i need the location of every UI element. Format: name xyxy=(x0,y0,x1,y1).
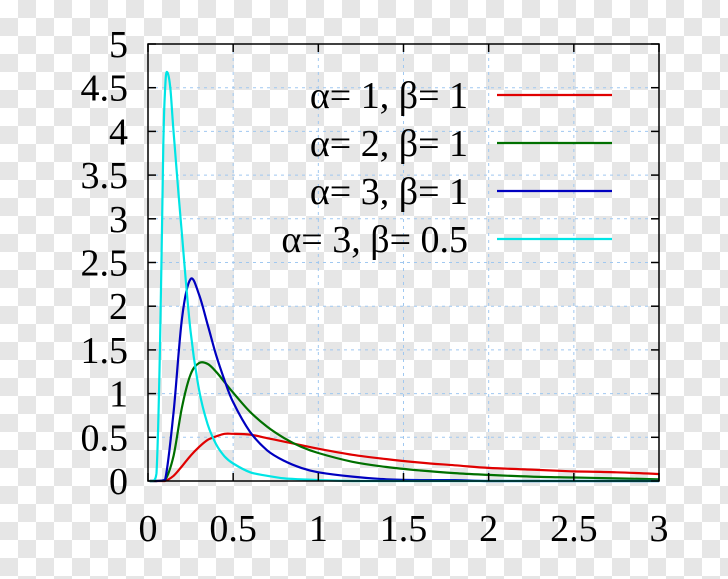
series-line-1 xyxy=(149,432,660,483)
legend-label: α= 3, β= 1 xyxy=(310,171,468,213)
legend-label: α= 2, β= 1 xyxy=(310,123,468,165)
legend: α= 1, β= 1 α= 2, β= 1 α= 3, β= 1 α= 3, β= 0… xyxy=(281,75,612,261)
x-axis-tick-labels: 0 0.5 1 1.5 2 2.5 3 xyxy=(139,508,669,550)
y-tick-label: 4 xyxy=(109,111,128,153)
y-tick-label: 3 xyxy=(109,199,128,241)
x-tick-label: 2.5 xyxy=(550,508,598,550)
x-tick-label: 1 xyxy=(309,508,328,550)
y-tick-label: 1 xyxy=(109,374,128,416)
y-tick-label: 3.5 xyxy=(81,155,129,197)
y-tick-label: 0.5 xyxy=(81,417,129,459)
legend-label: α= 1, β= 1 xyxy=(310,75,468,117)
x-tick-label: 0.5 xyxy=(209,508,257,550)
axis-ticks xyxy=(147,43,660,482)
y-tick-label: 0 xyxy=(109,461,128,503)
y-tick-label: 2 xyxy=(109,286,128,328)
legend-label: α= 3, β= 0.5 xyxy=(281,219,468,261)
x-tick-label: 0 xyxy=(139,508,158,550)
y-tick-label: 4.5 xyxy=(81,68,129,110)
y-tick-label: 5 xyxy=(109,24,128,66)
x-tick-label: 3 xyxy=(650,508,669,550)
y-tick-label: 1.5 xyxy=(81,330,129,372)
x-tick-label: 2 xyxy=(479,508,498,550)
y-tick-label: 2.5 xyxy=(81,243,129,285)
x-tick-label: 1.5 xyxy=(380,508,428,550)
y-axis-tick-labels: 00.511.522.533.544.55 xyxy=(81,24,129,503)
